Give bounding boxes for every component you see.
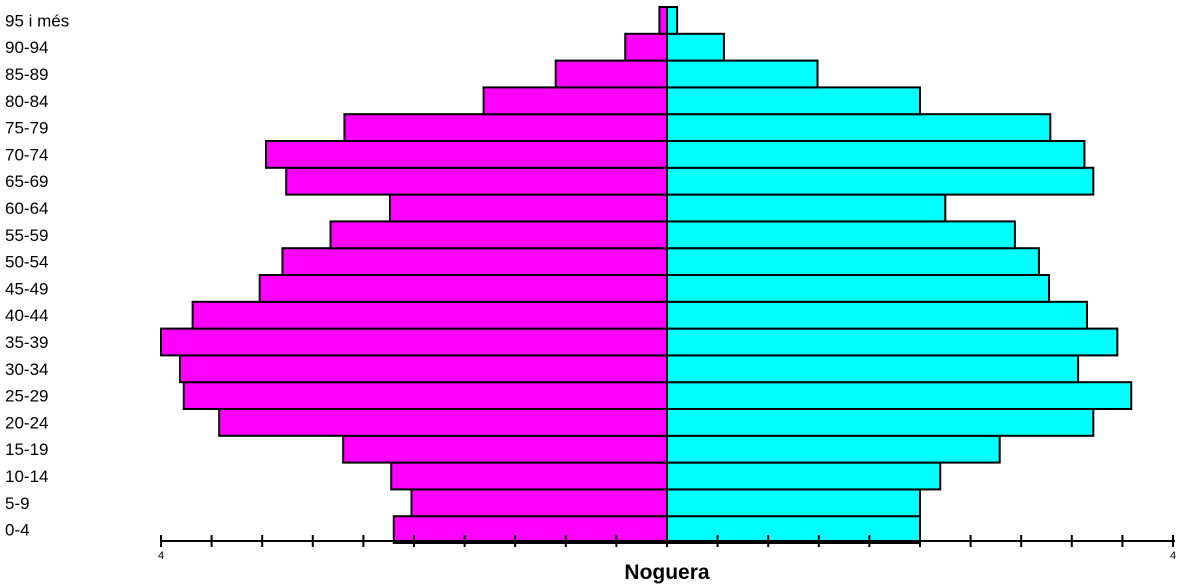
age-group-label: 65-69 <box>5 172 48 191</box>
age-group-label: 5-9 <box>5 494 30 513</box>
bar-left-55-59 <box>329 220 668 250</box>
bar-right-15-19 <box>666 434 1001 464</box>
bar-left-90-94 <box>624 32 669 62</box>
bar-right-85-89 <box>666 59 819 89</box>
age-group-label: 0-4 <box>5 521 30 540</box>
bar-left-80-84 <box>482 86 669 116</box>
bar-right-35-39 <box>666 327 1119 357</box>
age-group-label: 70-74 <box>5 145 48 164</box>
age-group-label: 15-19 <box>5 440 48 459</box>
bar-right-65-69 <box>666 166 1095 196</box>
bar-left-10-14 <box>390 461 668 491</box>
bar-left-50-54 <box>281 247 668 276</box>
x-axis-ticks-group <box>160 535 1174 547</box>
age-group-label: 10-14 <box>5 467 48 486</box>
bar-right-55-59 <box>666 220 1016 250</box>
bar-right-20-24 <box>666 408 1095 437</box>
bar-left-25-29 <box>182 381 669 411</box>
bar-left-35-39 <box>160 327 668 357</box>
age-group-label: 50-54 <box>5 253 48 272</box>
age-group-label: 95 i més <box>5 11 69 30</box>
age-group-label: 25-29 <box>5 387 48 406</box>
bar-left-65-69 <box>285 166 668 196</box>
bar-left-0-4 <box>392 515 668 545</box>
bar-right-50-54 <box>666 247 1040 276</box>
bar-right-0-4 <box>666 515 921 545</box>
age-group-label: 40-44 <box>5 306 48 325</box>
bar-left-85-89 <box>554 59 668 89</box>
bar-left-40-44 <box>191 300 668 330</box>
x-tick-label-left: 4 <box>158 550 164 562</box>
bar-right-10-14 <box>666 461 942 491</box>
age-group-label: 35-39 <box>5 333 48 352</box>
bar-left-95-i-més <box>658 6 668 35</box>
chart-title: Noguera <box>624 561 710 584</box>
bar-left-75-79 <box>343 113 668 142</box>
age-group-label: 20-24 <box>5 413 48 432</box>
age-group-label: 85-89 <box>5 65 48 84</box>
bar-right-95-i-més <box>666 6 679 35</box>
age-group-label: 80-84 <box>5 92 48 111</box>
age-group-label: 45-49 <box>5 279 48 298</box>
bar-left-5-9 <box>410 488 668 518</box>
bar-right-5-9 <box>666 488 921 518</box>
bar-right-75-79 <box>666 113 1052 142</box>
age-group-label: 30-34 <box>5 360 48 379</box>
bar-right-25-29 <box>666 381 1133 411</box>
age-group-label: 55-59 <box>5 226 48 245</box>
bar-right-30-34 <box>666 354 1080 384</box>
bar-left-60-64 <box>388 193 668 223</box>
bar-right-80-84 <box>666 86 921 116</box>
bar-right-60-64 <box>666 193 947 223</box>
bar-right-90-94 <box>666 32 725 62</box>
age-group-label: 75-79 <box>5 119 48 138</box>
x-tick-label-right: 4 <box>1170 550 1176 562</box>
age-labels-group: 0-4 5-9 10-14 15-19 20-24 25-29 30-34 35-39 40-4… <box>5 11 69 539</box>
bars-group <box>160 6 1133 545</box>
bar-right-70-74 <box>666 140 1086 169</box>
age-group-label: 60-64 <box>5 199 48 218</box>
bar-left-30-34 <box>178 354 668 384</box>
bar-left-70-74 <box>264 140 668 169</box>
bar-left-20-24 <box>218 408 668 437</box>
bar-left-15-19 <box>342 434 668 464</box>
bar-right-45-49 <box>666 274 1051 303</box>
age-group-label: 90-94 <box>5 38 48 57</box>
bar-left-45-49 <box>258 274 668 303</box>
bar-right-40-44 <box>666 300 1088 330</box>
